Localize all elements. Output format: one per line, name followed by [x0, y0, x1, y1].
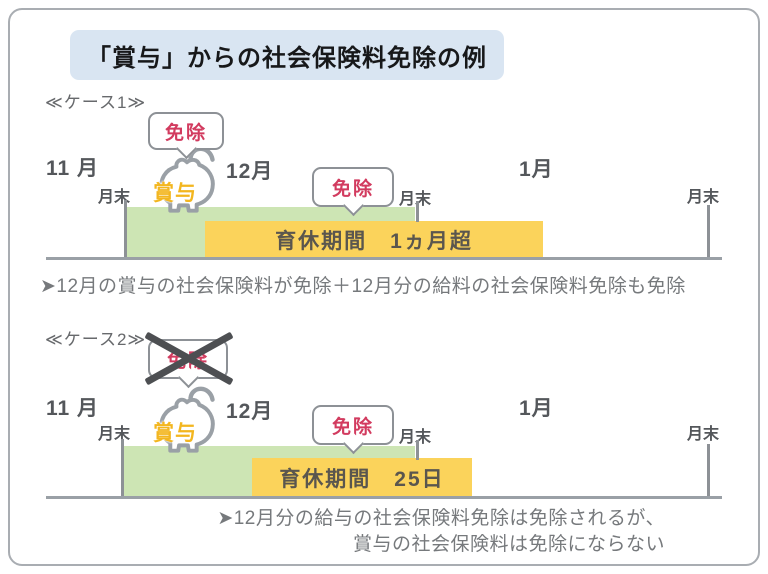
month-january: 1月	[519, 397, 554, 420]
month-november: 11 月	[46, 157, 100, 180]
salary-exemption-bubble: 免除	[312, 405, 394, 455]
timeline-axis	[46, 257, 722, 260]
month-november: 11 月	[46, 397, 100, 420]
month-end-january: 月末	[687, 426, 720, 443]
timeline-tick-november-end	[121, 439, 124, 497]
month-end-december: 月末	[399, 191, 432, 208]
bonus-label: 賞与	[153, 182, 197, 205]
month-end-november: 月末	[98, 426, 131, 443]
childcare-leave-label: 育休期間 25日	[279, 467, 445, 491]
timeline-tick-january-end	[707, 444, 710, 497]
page-title: 「賞与」からの社会保険料免除の例	[70, 30, 504, 80]
outer-frame	[8, 8, 760, 566]
bonus-exemption-bubble: 免除	[148, 112, 224, 160]
bonus-label: 賞与	[153, 422, 197, 445]
case-1-label: ≪ケース1≫	[45, 93, 147, 112]
salary-exemption-bubble: 免除	[312, 167, 394, 217]
bonus-exemption-bubble-crossed: 免除	[144, 331, 234, 389]
case-2-section: ≪ケース2≫ 免除 11 月 12月 1月 賞与 免除 月末 月末 月末 育休期…	[0, 325, 768, 565]
childcare-leave-bar: 育休期間 25日	[252, 458, 472, 497]
timeline-tick-january-end	[707, 205, 710, 258]
case-1-section: ≪ケース1≫ 免除 11 月 12月 1月 賞与 免除 月末 月末 月末 育休期…	[0, 85, 768, 325]
month-end-january: 月末	[687, 189, 720, 206]
piggy-bank-icon: 賞与	[143, 375, 231, 463]
case-2-note-line-2: 賞与の社会保険料は免除にならない	[352, 534, 665, 555]
month-january: 1月	[519, 158, 554, 181]
salary-exemption-label: 免除	[331, 416, 374, 438]
case-1-note: ➤12月の賞与の社会保険料が免除＋12月分の給料の社会保険料免除も免除	[40, 276, 686, 297]
month-december: 12月	[226, 160, 274, 183]
month-end-november: 月末	[98, 189, 131, 206]
timeline-tick-december-end	[416, 440, 419, 460]
salary-exemption-label: 免除	[331, 178, 374, 200]
case-2-label: ≪ケース2≫	[45, 330, 147, 349]
timeline-tick-november-end	[124, 200, 127, 258]
childcare-leave-label: 育休期間 1ヵ月超	[275, 229, 473, 253]
childcare-leave-bar: 育休期間 1ヵ月超	[205, 221, 543, 258]
timeline-axis	[46, 496, 722, 499]
piggy-bank-icon: 賞与	[143, 135, 231, 223]
timeline-tick-december-end	[416, 201, 419, 222]
month-december: 12月	[226, 400, 274, 423]
page-title-text: 「賞与」からの社会保険料免除の例	[87, 44, 487, 72]
bonus-exemption-label: 免除	[164, 122, 207, 144]
month-end-december: 月末	[399, 429, 432, 446]
case-2-note-line-1: ➤12月分の給与の社会保険料免除は免除されるが、	[217, 508, 665, 529]
case-2-note: ➤12月分の給与の社会保険料免除は免除されるが、 賞与の社会保険料は免除にならな…	[217, 506, 665, 558]
